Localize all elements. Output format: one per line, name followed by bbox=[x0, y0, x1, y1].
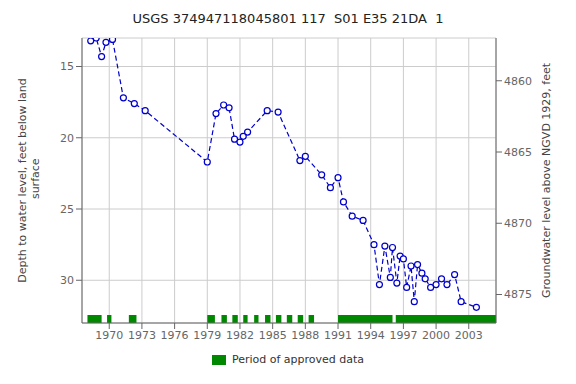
svg-text:15: 15 bbox=[60, 60, 74, 73]
svg-text:1988: 1988 bbox=[291, 329, 319, 342]
svg-text:1997: 1997 bbox=[389, 329, 417, 342]
svg-text:Groundwater level above NGVD 1: Groundwater level above NGVD 1929, feet bbox=[540, 62, 553, 298]
svg-text:1994: 1994 bbox=[357, 329, 385, 342]
svg-text:1991: 1991 bbox=[324, 329, 352, 342]
svg-text:4875: 4875 bbox=[504, 288, 532, 301]
svg-text:4860: 4860 bbox=[504, 75, 532, 88]
svg-text:1979: 1979 bbox=[193, 329, 221, 342]
svg-text:1982: 1982 bbox=[226, 329, 254, 342]
svg-text:4870: 4870 bbox=[504, 217, 532, 230]
svg-text:2000: 2000 bbox=[422, 329, 450, 342]
svg-text:1976: 1976 bbox=[161, 329, 189, 342]
html-text:Period of approved data: Period of approved data bbox=[231, 353, 365, 366]
svg-text:30: 30 bbox=[60, 274, 74, 287]
svg-text:1985: 1985 bbox=[259, 329, 287, 342]
svg-text:25: 25 bbox=[60, 203, 74, 216]
svg-text:1970: 1970 bbox=[95, 329, 123, 342]
svg-text:4865: 4865 bbox=[504, 146, 532, 159]
svg-text:20: 20 bbox=[60, 132, 74, 145]
svg-text:1973: 1973 bbox=[128, 329, 156, 342]
svg-text:2003: 2003 bbox=[455, 329, 483, 342]
svg-text:Depth to water level, feet bel: Depth to water level, feet below land su… bbox=[16, 78, 42, 283]
html-text:USGS 374947118045801 117 S01 E: USGS 374947118045801 117 S01 E35 21DA 1 bbox=[132, 11, 444, 26]
